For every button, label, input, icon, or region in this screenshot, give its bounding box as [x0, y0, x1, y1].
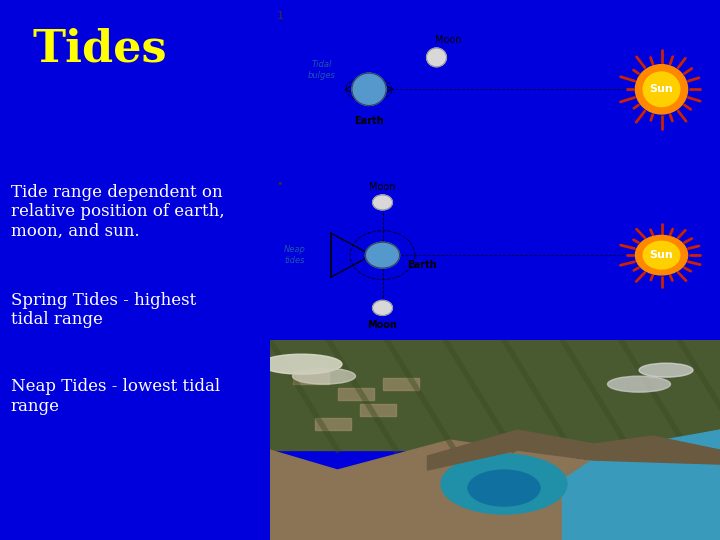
Text: Moon: Moon	[369, 181, 396, 192]
Text: Earth: Earth	[354, 116, 384, 126]
Text: Moon: Moon	[368, 320, 397, 330]
Circle shape	[635, 65, 688, 114]
Circle shape	[643, 241, 680, 269]
Ellipse shape	[468, 470, 540, 506]
Ellipse shape	[441, 454, 567, 514]
Circle shape	[373, 300, 392, 315]
Ellipse shape	[261, 354, 342, 374]
Bar	[292, 372, 328, 384]
Ellipse shape	[292, 368, 356, 384]
Text: Moon: Moon	[434, 35, 461, 45]
Text: Tide range dependent on
relative position of earth,
moon, and sun.: Tide range dependent on relative positio…	[11, 184, 225, 240]
Bar	[382, 378, 418, 390]
Text: Tidal
bulges: Tidal bulges	[308, 60, 336, 80]
Ellipse shape	[608, 376, 670, 392]
Polygon shape	[562, 430, 720, 540]
Text: Tides: Tides	[32, 27, 167, 70]
Circle shape	[365, 242, 400, 268]
Polygon shape	[428, 430, 720, 470]
Text: Neap Tides - lowest tidal
range: Neap Tides - lowest tidal range	[11, 378, 220, 415]
Text: Sun: Sun	[649, 84, 673, 94]
Bar	[338, 388, 374, 400]
Polygon shape	[270, 430, 720, 540]
Text: Earth: Earth	[408, 260, 437, 270]
FancyBboxPatch shape	[270, 330, 720, 450]
Text: Spring Tides - highest
tidal range: Spring Tides - highest tidal range	[11, 292, 196, 328]
Text: Neap
tides: Neap tides	[284, 246, 306, 265]
Ellipse shape	[639, 363, 693, 377]
Circle shape	[373, 195, 392, 210]
Text: •: •	[276, 179, 283, 188]
Bar	[360, 404, 396, 416]
Text: Sun: Sun	[649, 250, 673, 260]
Circle shape	[352, 73, 386, 105]
Bar	[315, 418, 351, 430]
Circle shape	[643, 72, 680, 106]
Circle shape	[635, 235, 688, 275]
Text: 1: 1	[276, 11, 284, 21]
Circle shape	[426, 48, 446, 67]
